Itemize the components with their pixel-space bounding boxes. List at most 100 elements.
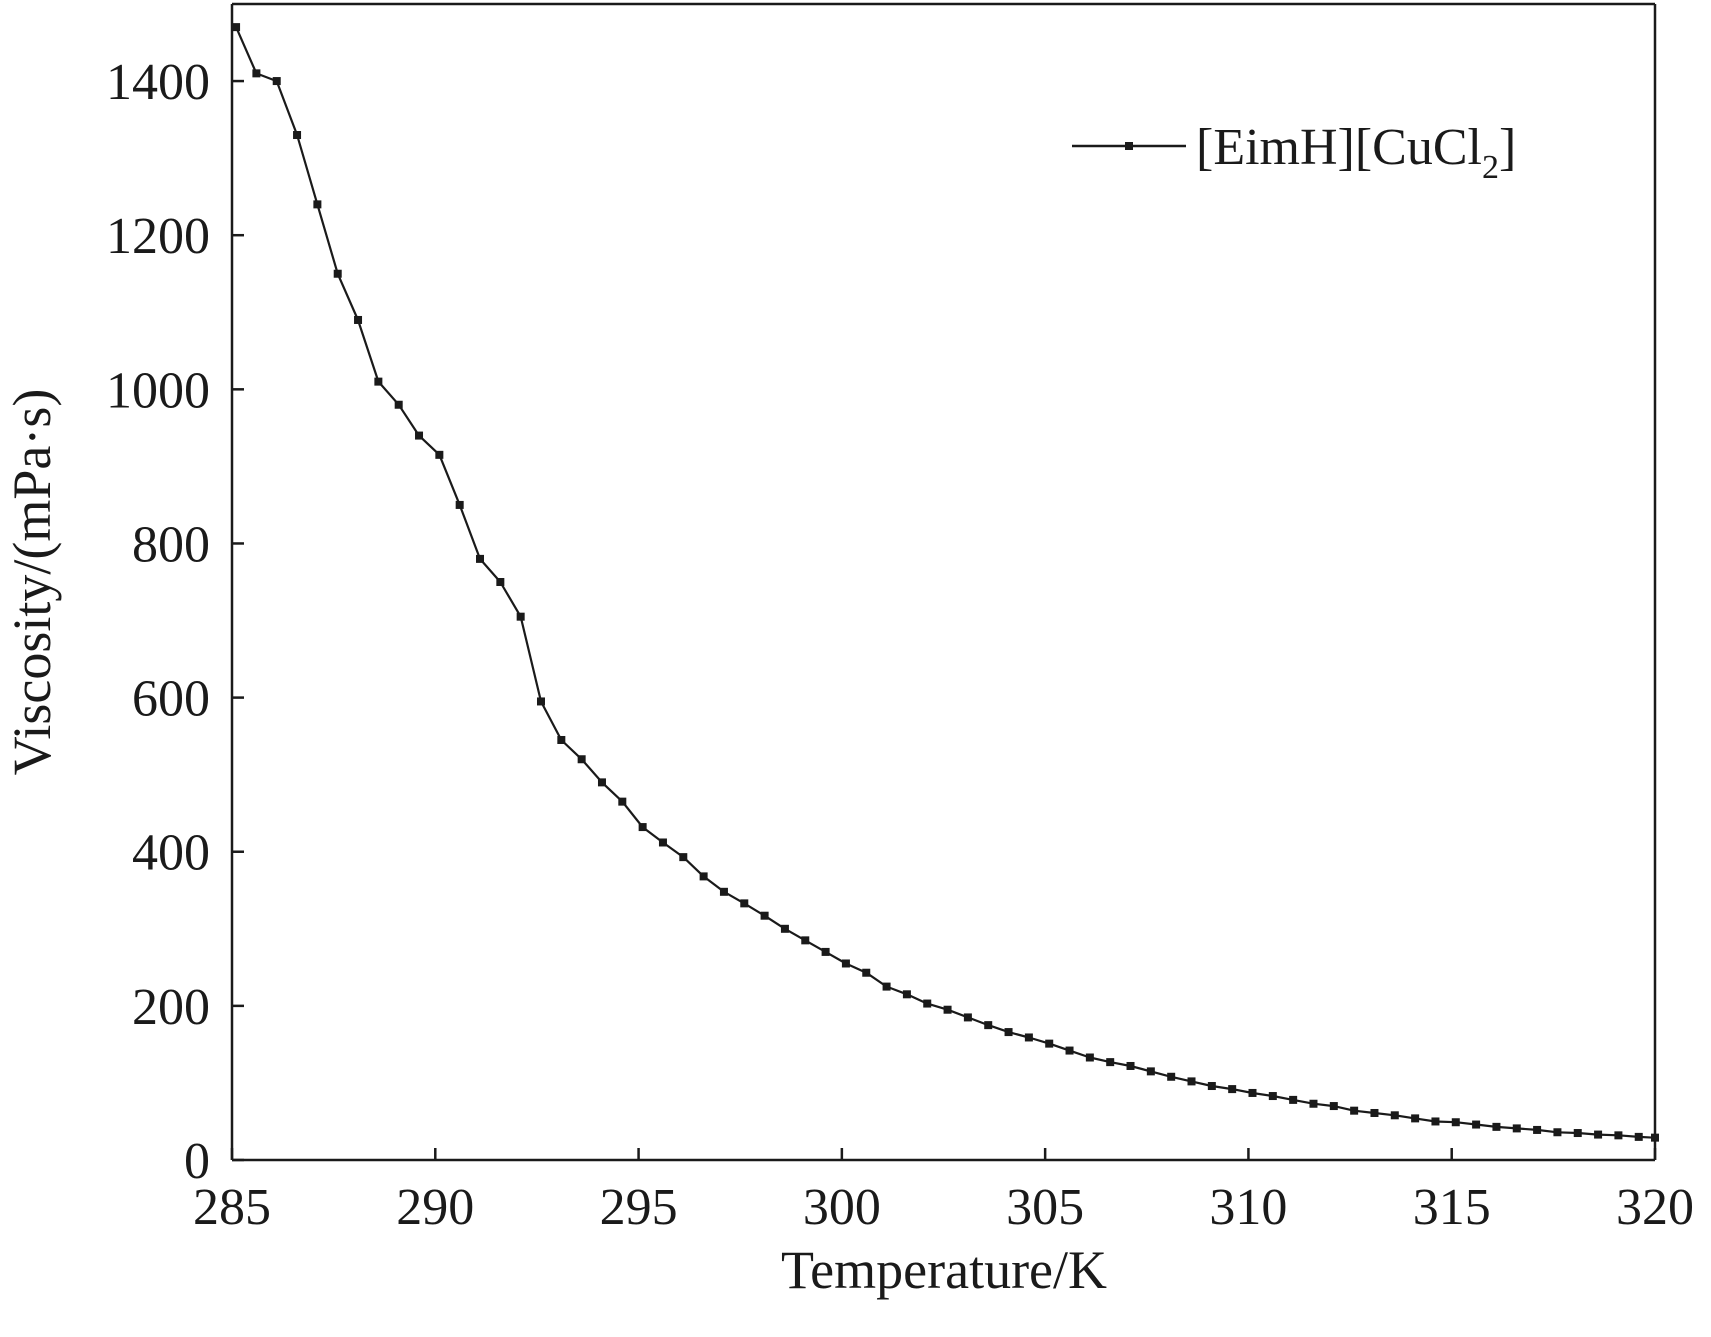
data-point-marker (1512, 1124, 1521, 1133)
data-point-marker (1411, 1114, 1420, 1123)
data-point-marker (1573, 1129, 1582, 1138)
data-point-marker (516, 612, 525, 621)
y-tick-label: 0 (184, 1133, 210, 1190)
y-tick-label: 1400 (106, 54, 210, 111)
data-point-marker (902, 990, 911, 999)
legend-label-main: [EimH][CuCl (1196, 119, 1482, 176)
data-point-marker (1187, 1077, 1196, 1086)
data-point-marker (1207, 1082, 1216, 1091)
plot-frame (230, 2, 1657, 1162)
data-point-marker (354, 315, 363, 324)
data-point-marker (374, 377, 383, 386)
data-point-marker (1553, 1128, 1562, 1137)
x-tick-label: 290 (396, 1179, 474, 1236)
x-tick-label: 315 (1413, 1179, 1491, 1236)
data-point-marker (1350, 1106, 1359, 1115)
data-point-marker (232, 23, 241, 32)
data-point-marker (415, 431, 424, 440)
x-axis-title: Temperature/K (781, 1240, 1107, 1300)
data-point-marker (1594, 1130, 1603, 1139)
x-tick-label: 285 (193, 1179, 271, 1236)
series-line (235, 26, 1656, 1139)
data-point-marker (496, 578, 505, 586)
data-point-marker (1024, 1033, 1033, 1042)
legend: [EimH][CuCl2] (1072, 119, 1516, 186)
data-point-marker (1126, 1061, 1135, 1070)
data-point-marker (1533, 1125, 1542, 1134)
legend-label: [EimH][CuCl2] (1196, 119, 1516, 186)
data-point-marker (313, 200, 322, 209)
data-point-marker (1370, 1108, 1379, 1117)
x-tick-label: 305 (1006, 1179, 1084, 1236)
data-point-marker (1045, 1039, 1054, 1048)
data-point-marker (1329, 1102, 1338, 1111)
data-point-marker (1390, 1111, 1399, 1120)
data-point-marker (577, 755, 586, 764)
data-point-marker (719, 887, 728, 896)
x-axis-ticks: 285 290 295 300 305 310 315 320 (193, 1148, 1694, 1236)
data-point-marker (1085, 1053, 1094, 1062)
data-point-marker (638, 823, 647, 832)
data-point-marker (252, 69, 261, 78)
data-point-marker (1451, 1118, 1460, 1127)
x-tick-label: 300 (803, 1179, 881, 1236)
data-point-marker (943, 1005, 952, 1014)
data-point-marker (1248, 1088, 1257, 1097)
series-layer (232, 23, 1659, 1142)
y-axis-title: Viscosity/(mPa·s) (2, 389, 62, 776)
data-point-marker (1004, 1028, 1013, 1037)
data-point-marker (476, 554, 485, 563)
data-point-marker (882, 982, 891, 991)
data-point-marker (1492, 1122, 1501, 1131)
data-point-marker (1106, 1058, 1115, 1067)
legend-label-close: ] (1499, 119, 1516, 176)
x-tick-label: 295 (600, 1179, 678, 1236)
data-point-marker (1289, 1095, 1298, 1104)
data-point-marker (1634, 1132, 1643, 1141)
data-point-marker (1472, 1120, 1481, 1129)
y-tick-label: 800 (132, 516, 210, 573)
data-point-marker (1228, 1085, 1237, 1094)
data-point-marker (536, 697, 545, 706)
data-point-marker (1614, 1131, 1623, 1140)
data-point-marker (963, 1013, 972, 1022)
y-tick-label: 400 (132, 825, 210, 882)
data-point-marker (801, 936, 810, 945)
data-point-marker (1309, 1099, 1318, 1108)
data-point-marker (984, 1021, 993, 1030)
data-point-marker (435, 450, 444, 459)
data-point-marker (272, 77, 281, 86)
y-tick-label: 200 (132, 979, 210, 1036)
data-point-marker (780, 924, 789, 933)
data-point-marker (293, 131, 302, 140)
data-point-marker (1268, 1092, 1277, 1101)
y-tick-label: 600 (132, 671, 210, 728)
data-point-marker (821, 947, 830, 956)
data-point-marker (760, 911, 769, 920)
data-point-marker (618, 797, 627, 806)
data-point-marker (740, 899, 749, 908)
data-point-marker (1167, 1072, 1176, 1081)
y-tick-label: 1000 (106, 362, 210, 419)
data-point-marker (699, 872, 708, 881)
data-point-marker (455, 500, 464, 509)
data-point-marker (841, 959, 850, 968)
data-point-marker (923, 999, 932, 1008)
data-point-marker (557, 735, 566, 744)
data-point-marker (658, 838, 667, 847)
data-point-marker (597, 778, 606, 787)
data-point-marker (862, 968, 871, 977)
x-tick-label: 310 (1209, 1179, 1287, 1236)
data-point-marker (1651, 1133, 1659, 1142)
y-tick-label: 1200 (106, 208, 210, 265)
data-point-marker (1065, 1046, 1074, 1055)
y-axis-ticks: 0 200 400 600 800 1000 1200 1400 (106, 54, 244, 1190)
data-point-marker (333, 269, 342, 278)
legend-marker-swatch (1125, 142, 1133, 150)
x-tick-label: 320 (1616, 1179, 1694, 1236)
legend-label-subscript: 2 (1482, 149, 1499, 186)
data-point-marker (394, 400, 403, 409)
data-point-marker (1146, 1067, 1155, 1076)
data-point-marker (1431, 1117, 1440, 1126)
